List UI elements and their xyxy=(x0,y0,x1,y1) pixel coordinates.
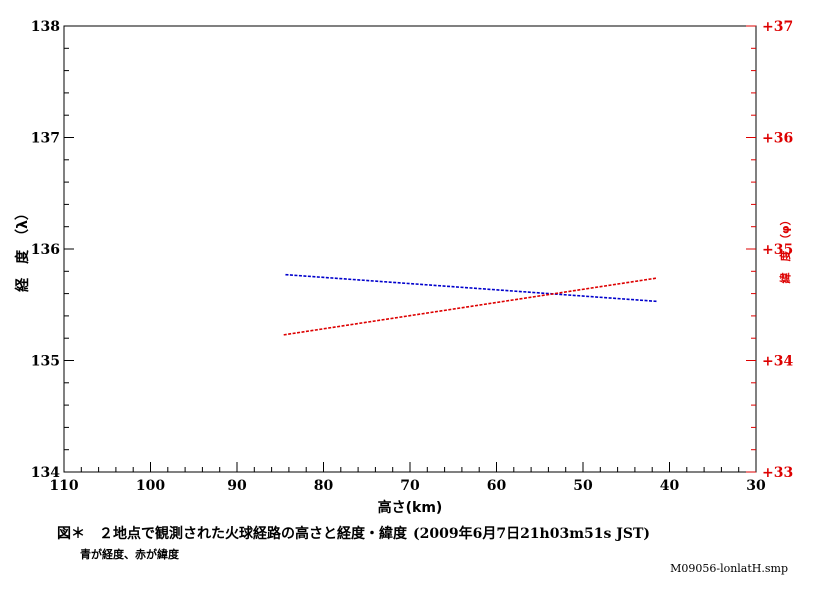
series-track-2 xyxy=(283,277,658,336)
x-axis: 110 100 90 80 70 60 50 40 30 xyxy=(49,462,766,494)
series-layer xyxy=(283,273,658,336)
y-right-tick-label: +33 xyxy=(762,465,793,481)
y-left-tick-label: 134 xyxy=(31,465,60,481)
left-y-axis-label: 経 度 （λ） xyxy=(14,206,31,292)
y-right-tick-label: +35 xyxy=(762,242,793,258)
plot-frame xyxy=(63,25,757,473)
x-tick-label: 40 xyxy=(660,478,680,494)
x-tick-label: 80 xyxy=(314,478,334,494)
x-tick-label: 30 xyxy=(746,478,766,494)
x-tick-label: 50 xyxy=(573,478,593,494)
x-tick-label: 90 xyxy=(227,478,247,494)
right-y-axis-label: 緯 度 （φ） xyxy=(778,214,792,283)
series-track-1 xyxy=(285,273,658,303)
y-left-tick-label: 137 xyxy=(31,131,60,147)
caption-main: 図＊ ２地点で観測された火球経路の高さと経度・緯度 xyxy=(57,526,407,542)
x-tick-label: 100 xyxy=(136,478,165,494)
file-name: M09056-lonlatH.smp xyxy=(670,562,788,575)
left-y-axis: 134 135 136 137 138 xyxy=(31,19,74,481)
figure-caption: 図＊ ２地点で観測された火球経路の高さと経度・緯度 (2009年6月7日21h03… xyxy=(57,523,650,543)
right-y-axis: +33 +34 +35 +36 +37 xyxy=(746,19,793,481)
figure-subcaption: 青が経度、赤が緯度 xyxy=(80,548,179,561)
x-tick-label: 60 xyxy=(487,478,507,494)
caption-date: (2009年6月7日21h03m51s JST) xyxy=(413,526,651,542)
x-tick-label: 110 xyxy=(49,478,78,494)
y-right-tick-label: +37 xyxy=(762,19,793,35)
chart: 110 100 90 80 70 60 50 40 30 134 135 136 137 138 +33… xyxy=(14,19,793,516)
y-right-tick-label: +36 xyxy=(762,131,793,147)
x-tick-label: 70 xyxy=(400,478,420,494)
y-left-tick-label: 135 xyxy=(31,354,60,370)
x-axis-label: 高さ(km) xyxy=(378,499,443,516)
y-left-tick-label: 138 xyxy=(31,19,60,35)
y-left-tick-label: 136 xyxy=(31,242,60,258)
y-right-tick-label: +34 xyxy=(762,354,793,370)
